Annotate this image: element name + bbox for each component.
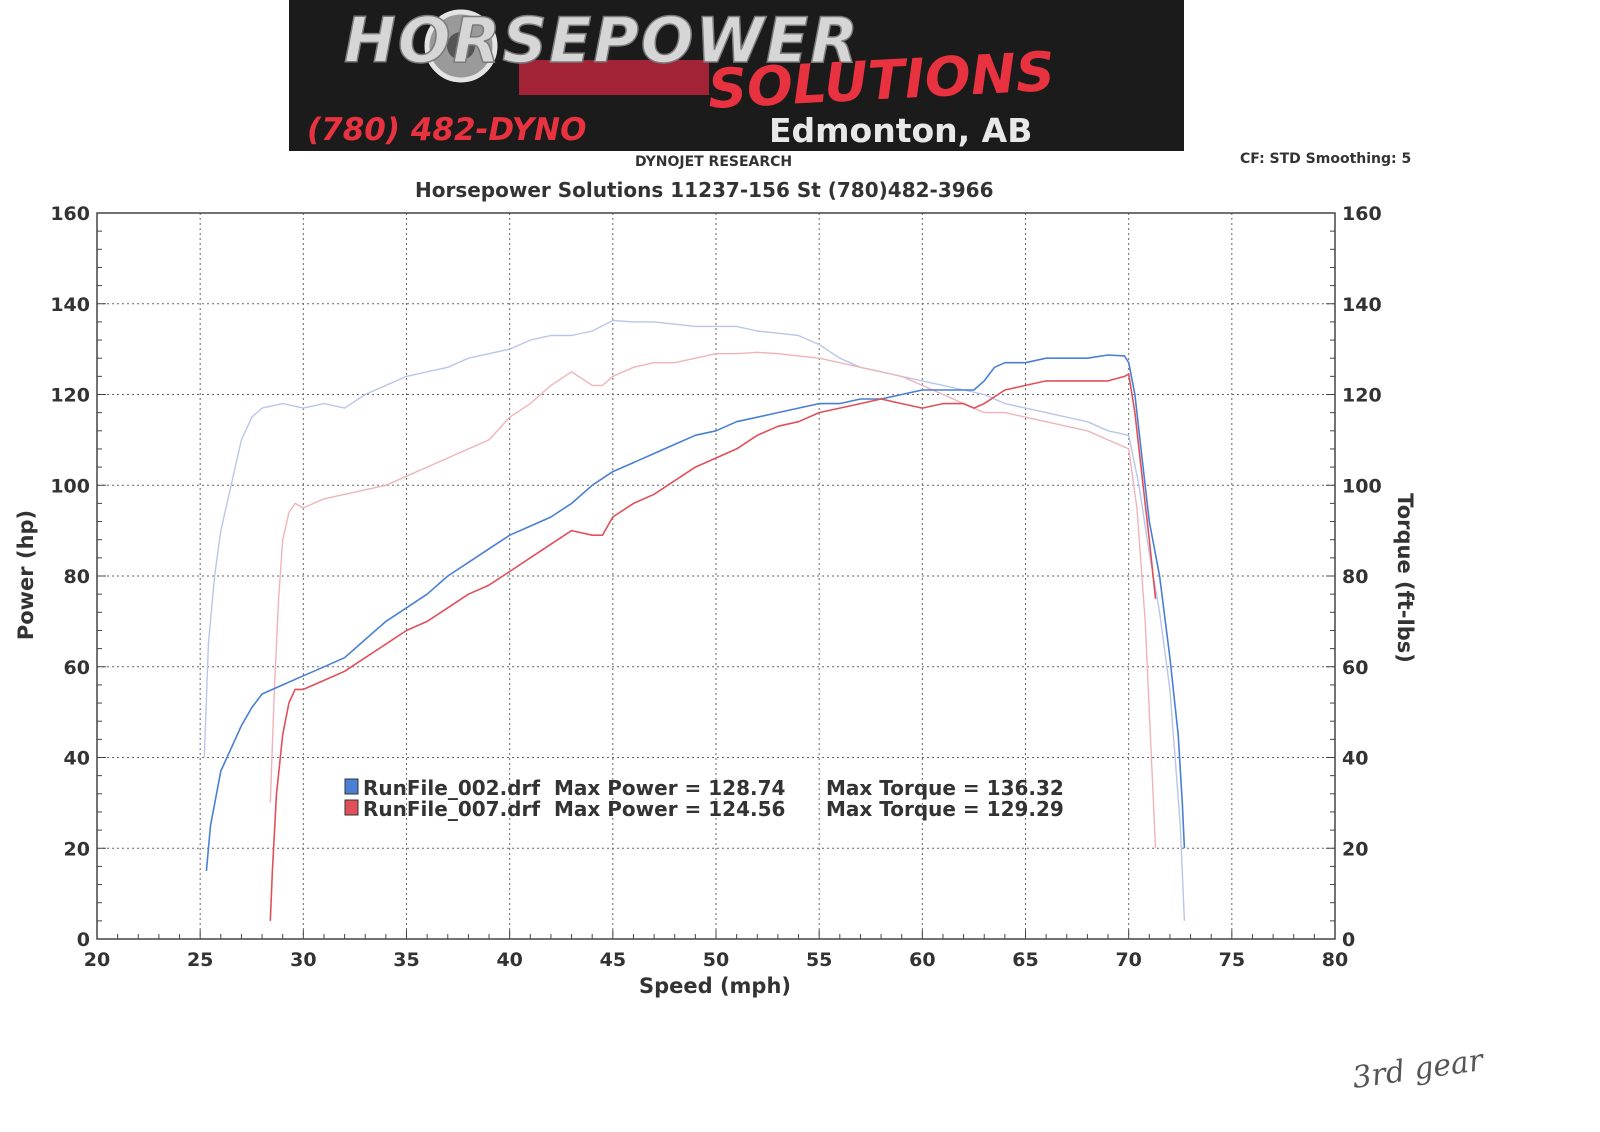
y2-tick-label: 0 — [1342, 929, 1355, 951]
y-tick-label: 160 — [50, 203, 90, 225]
y2-axis-label: Torque (ft-lbs) — [1393, 493, 1417, 663]
logo-phone: (780) 482-DYNO — [307, 112, 586, 148]
legend-file: RunFile_007.drf — [363, 797, 540, 821]
y2-tick-label: 40 — [1342, 748, 1368, 770]
legend: RunFile_002.drf Max Power = 128.74 Max Tor… — [344, 776, 1064, 821]
correction-settings: CF: STD Smoothing: 5 — [1240, 151, 1412, 167]
x-tick-label: 75 — [1219, 949, 1245, 971]
y-tick-label: 100 — [50, 475, 90, 497]
y-tick-label: 20 — [64, 838, 90, 860]
legend-file: RunFile_002.drf — [363, 776, 540, 800]
y2-tick-label: 140 — [1342, 294, 1382, 316]
x-tick-label: 35 — [393, 949, 419, 971]
y2-tick-label: 120 — [1342, 385, 1382, 407]
x-tick-label: 20 — [84, 949, 110, 971]
legend-swatch — [344, 778, 359, 795]
logo-word-1: HORSEPOWER — [344, 4, 860, 77]
legend-max-power: Max Power = 128.74 — [554, 776, 785, 800]
y2-tick-label: 60 — [1342, 657, 1368, 679]
series-layer — [203, 319, 1186, 921]
x-tick-label: 25 — [187, 949, 213, 971]
y-tick-label: 140 — [50, 294, 90, 316]
x-tick-label: 50 — [703, 949, 729, 971]
x-tick-label: 65 — [1012, 949, 1038, 971]
series-line-power-1 — [269, 373, 1157, 921]
y-tick-label: 60 — [64, 657, 90, 679]
svg-text:3rd gear: 3rd gear — [1350, 1050, 1487, 1096]
x-tick-label: 55 — [806, 949, 832, 971]
y-tick-label: 40 — [64, 748, 90, 770]
legend-swatch — [344, 799, 359, 816]
chart-title: Horsepower Solutions 11237-156 St (780)4… — [415, 178, 994, 202]
logo-city: Edmonton, AB — [769, 111, 1032, 150]
legend-max-torque: Max Torque = 129.29 — [826, 797, 1064, 821]
y2-tick-label: 160 — [1342, 203, 1382, 225]
x-tick-label: 40 — [496, 949, 522, 971]
legend-max-power: Max Power = 124.56 — [554, 797, 785, 821]
series-line-power-0 — [205, 354, 1186, 871]
y-tick-label: 0 — [77, 929, 90, 951]
y2-tick-label: 100 — [1342, 475, 1382, 497]
series-line-torque-2 — [203, 319, 1186, 921]
x-tick-label: 70 — [1115, 949, 1141, 971]
grid — [97, 213, 1335, 939]
series-line-torque-3 — [269, 351, 1157, 849]
x-tick-label: 30 — [290, 949, 316, 971]
y2-tick-label: 20 — [1342, 838, 1368, 860]
y-tick-label: 120 — [50, 385, 90, 407]
logo-banner: HORSEPOWER SOLUTIONS (780) 482-DYNO Edmo… — [289, 0, 1184, 151]
legend-max-torque: Max Torque = 136.32 — [826, 776, 1064, 800]
y2-tick-label: 80 — [1342, 566, 1368, 588]
x-tick-label: 80 — [1322, 949, 1348, 971]
x-tick-label: 60 — [909, 949, 935, 971]
handwritten-note: 3rd gear — [1350, 1050, 1487, 1096]
x-axis-label: Speed (mph) — [639, 974, 791, 998]
dynojet-brand: DYNOJET RESEARCH — [635, 154, 793, 170]
y-axis-label: Power (hp) — [14, 510, 38, 640]
x-tick-label: 45 — [600, 949, 626, 971]
y-tick-label: 80 — [64, 566, 90, 588]
